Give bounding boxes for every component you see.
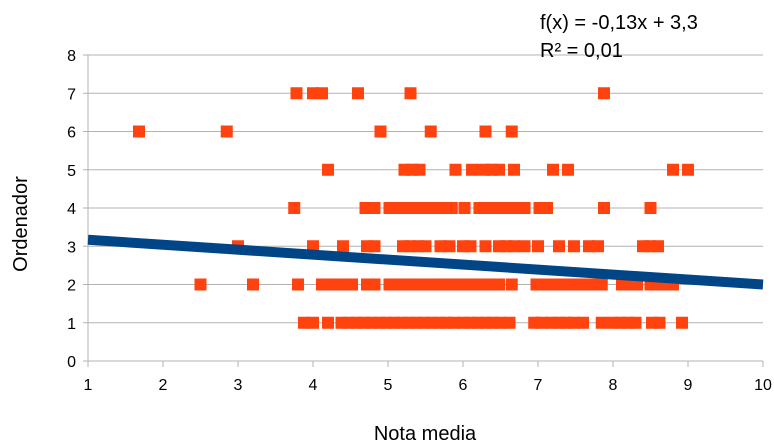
- data-point: [290, 87, 303, 100]
- data-point: [288, 202, 301, 214]
- data-point: [464, 240, 477, 253]
- data-point: [443, 240, 456, 253]
- y-tick-label: 1: [67, 316, 76, 333]
- x-tick-labels: 1 2 3 4 5 6 7 8 9 10: [84, 377, 772, 394]
- data-point: [479, 240, 492, 253]
- data-point: [322, 163, 334, 176]
- data-point: [194, 278, 207, 291]
- data-point: [629, 316, 642, 329]
- data-point: [413, 163, 426, 176]
- data-point: [595, 316, 608, 329]
- data-point: [598, 87, 610, 100]
- x-tick-label: 3: [234, 377, 243, 394]
- data-point: [547, 163, 559, 176]
- data-point: [598, 202, 610, 214]
- data-point: [307, 316, 319, 329]
- data-point: [445, 202, 458, 214]
- y-tick-label: 2: [67, 278, 76, 295]
- x-tick-label: 8: [609, 377, 618, 394]
- data-point: [652, 240, 664, 253]
- data-point: [505, 125, 518, 138]
- y-tick-label: 8: [67, 48, 76, 65]
- data-point: [676, 316, 688, 329]
- data-point: [595, 278, 608, 291]
- y-tick-label: 0: [67, 354, 76, 371]
- data-point: [458, 202, 471, 214]
- data-point: [449, 163, 462, 176]
- data-point: [562, 163, 574, 176]
- data-point: [419, 240, 432, 253]
- data-point: [653, 316, 666, 329]
- x-tick-label: 1: [84, 377, 93, 394]
- data-point: [346, 278, 358, 291]
- data-point: [479, 125, 492, 138]
- data-point: [532, 240, 544, 253]
- data-point: [220, 125, 233, 138]
- data-point: [368, 278, 381, 291]
- data-point: [404, 87, 417, 100]
- x-tick-label: 6: [459, 377, 468, 394]
- data-point: [508, 240, 520, 253]
- x-tick-label: 4: [309, 377, 318, 394]
- x-tick-label: 9: [684, 377, 693, 394]
- axes: [83, 54, 764, 367]
- data-point: [316, 87, 328, 100]
- data-point: [352, 87, 364, 100]
- data-point: [503, 316, 516, 329]
- data-point: [374, 125, 387, 138]
- data-point: [337, 240, 349, 253]
- x-axis-title: Nota media: [374, 423, 477, 445]
- data-point: [631, 278, 643, 291]
- y-tick-label: 4: [67, 201, 76, 218]
- data-point: [493, 163, 505, 176]
- trendline: [87, 234, 764, 290]
- data-point: [443, 278, 456, 291]
- x-tick-label: 5: [384, 377, 393, 394]
- data-point: [577, 316, 589, 329]
- data-point: [568, 240, 580, 253]
- data-point: [518, 202, 531, 214]
- data-point: [307, 240, 319, 253]
- y-tick-label: 6: [67, 125, 76, 142]
- data-point: [292, 278, 304, 291]
- data-point: [541, 202, 553, 214]
- y-tick-label: 3: [67, 239, 76, 256]
- x-tick-label: 2: [159, 377, 168, 394]
- data-point: [644, 202, 657, 214]
- data-point: [667, 163, 679, 176]
- data-point: [322, 316, 334, 329]
- trendline-r-squared: R² = 0,01: [540, 40, 623, 62]
- data-point: [436, 202, 448, 214]
- x-tick-label: 10: [754, 377, 772, 394]
- data-point: [505, 278, 518, 291]
- y-tick-labels: 0 1 2 3 4 5 6 7 8: [67, 48, 76, 371]
- y-tick-label: 7: [67, 86, 76, 103]
- trendline-equation: f(x) = -0,13x + 3,3: [540, 12, 698, 34]
- data-point: [553, 240, 565, 253]
- data-point: [518, 240, 531, 253]
- y-tick-label: 5: [67, 163, 76, 180]
- x-tick-label: 7: [534, 377, 543, 394]
- data-point: [493, 278, 505, 291]
- data-point: [424, 125, 437, 138]
- data-point: [592, 240, 604, 253]
- y-axis-title: Ordenador: [10, 176, 32, 272]
- data-point: [247, 278, 259, 291]
- data-point: [535, 316, 548, 329]
- data-point: [133, 125, 145, 138]
- trendline-group: [87, 234, 764, 290]
- data-points: [133, 87, 694, 329]
- data-point: [466, 163, 478, 176]
- data-point: [368, 202, 381, 214]
- data-point: [508, 163, 520, 176]
- data-point: [368, 240, 381, 253]
- data-point: [682, 163, 694, 176]
